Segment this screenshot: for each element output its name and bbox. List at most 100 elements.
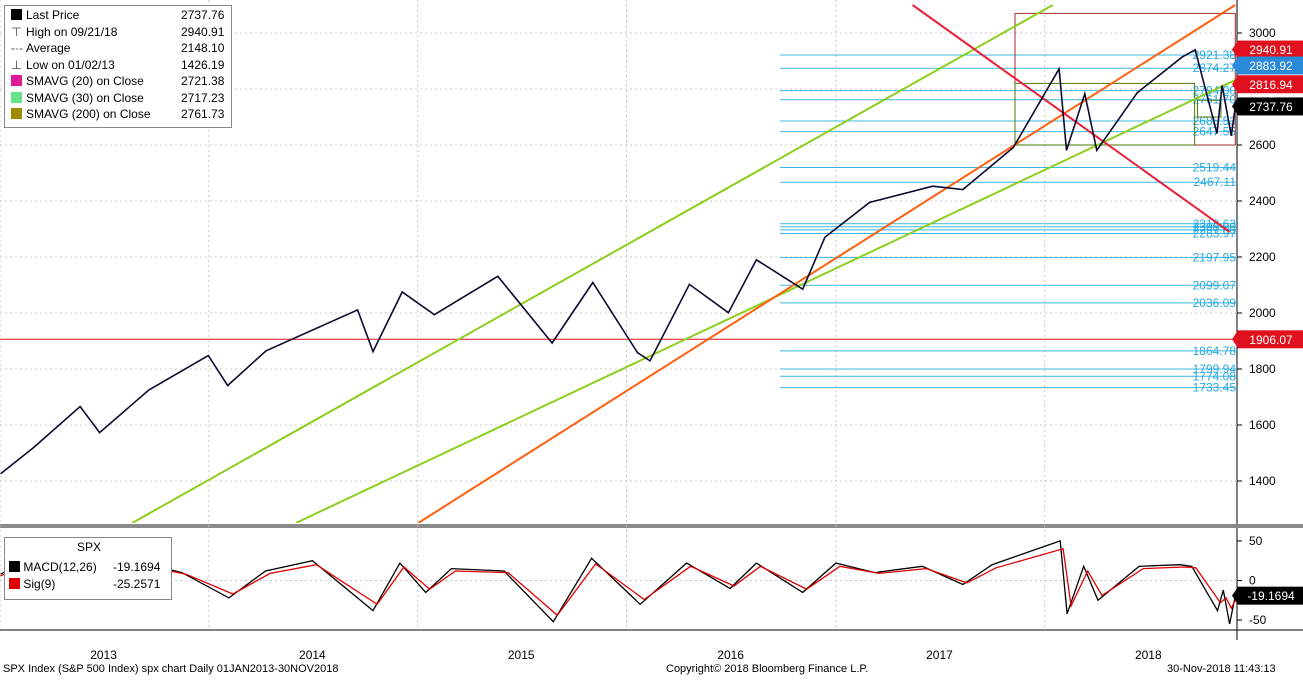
trend-line — [131, 4, 1054, 523]
macd-y-tick-label: 0 — [1249, 574, 1256, 588]
legend-value: 2148.10 — [181, 41, 225, 55]
legend-label: Average — [26, 41, 71, 55]
x-tick-label: 2016 — [717, 648, 744, 662]
level-label: 2874.27 — [1193, 61, 1237, 75]
level-label: 2036.09 — [1193, 296, 1237, 310]
footer-center: Copyright© 2018 Bloomberg Finance L.P. — [666, 663, 869, 675]
level-label: 1799.94 — [1193, 362, 1237, 376]
price-tag-pointer — [1232, 75, 1238, 94]
legend-swatch — [11, 75, 22, 86]
price-tag-bg — [1238, 56, 1303, 75]
resistance-tag: 1906.07 — [1249, 333, 1293, 347]
trend-line — [417, 4, 1236, 523]
price-tag-bg — [1238, 97, 1303, 116]
level-label: 2467.11 — [1194, 175, 1237, 189]
y-tick-label: 1800 — [1249, 362, 1276, 376]
x-tick-label: 2014 — [299, 648, 326, 662]
sig-value: -25.2571 — [113, 577, 161, 591]
trend-line — [295, 79, 1236, 523]
level-label: 2647.55 — [1193, 125, 1237, 139]
legend-row-3: ⊥ Low on 01/02/13 1426.19 — [11, 57, 224, 73]
legend-swatch — [11, 9, 22, 20]
legend-label: SMAVG (200) on Close — [26, 107, 151, 121]
legend-row-1: ⊤ High on 09/21/18 2940.91 — [11, 24, 224, 40]
level-label: 1864.78 — [1193, 344, 1237, 358]
macd-swatch — [9, 561, 20, 572]
macd-y-tick-label: 50 — [1249, 534, 1263, 548]
y-tick-label: 3000 — [1249, 26, 1276, 40]
legend-swatch — [11, 91, 22, 103]
y-tick-label: 2000 — [1249, 306, 1276, 320]
legend-label: SMAVG (20) on Close — [26, 74, 144, 88]
level-label: 2519.44 — [1193, 161, 1237, 175]
legend-label: High on 09/21/18 — [26, 24, 118, 39]
legend-row-4: SMAVG (20) on Close 2721.38 — [11, 73, 224, 89]
panel-divider — [0, 524, 1303, 528]
price-tag: 2816.94 — [1249, 78, 1293, 92]
price-tag-bg — [1238, 75, 1303, 94]
legend-value: 2721.38 — [181, 74, 225, 88]
price-tag-bg — [1238, 40, 1303, 59]
x-tick-label: 2015 — [508, 648, 535, 662]
y-tick-label: 1400 — [1249, 474, 1276, 488]
level-label: 1733.45 — [1193, 381, 1237, 395]
legend-row-0: Last Price 2737.76 — [11, 7, 224, 23]
price-tag: 2940.91 — [1249, 43, 1293, 57]
legend-glyph-icon: ⊤ — [11, 24, 22, 39]
level-label: 2197.95 — [1193, 251, 1237, 265]
resistance-tag-bg — [1238, 330, 1303, 349]
legend-glyph-icon: ⊥ — [11, 57, 22, 72]
price-tag-pointer — [1232, 56, 1238, 75]
legend-value: 2940.91 — [181, 24, 225, 39]
price-tag: 2737.76 — [1249, 100, 1293, 114]
x-tick-label: 2018 — [1135, 648, 1162, 662]
level-label: 2099.07 — [1193, 278, 1237, 292]
macd-legend-title: SPX — [77, 540, 102, 554]
legend-swatch — [11, 108, 22, 119]
footer-left: SPX Index (S&P 500 Index) spx chart Dail… — [3, 663, 339, 675]
y-tick-label: 2400 — [1249, 194, 1276, 208]
sig-label: Sig(9) — [23, 577, 56, 591]
x-tick-label: 2013 — [90, 648, 117, 662]
legend-value: 2737.76 — [181, 8, 225, 22]
macd-legend-row-sig: Sig(9) — [9, 577, 55, 591]
legend-value: 2761.73 — [181, 107, 225, 121]
legend-row-2: -·- Average 2148.10 — [11, 40, 224, 56]
price-tag-pointer — [1232, 40, 1238, 59]
zone-rectangle — [1014, 82, 1196, 146]
y-tick-label: 2600 — [1249, 138, 1276, 152]
macd-value: -19.1694 — [113, 560, 161, 574]
price-legend: Last Price 2737.76 ⊤ High on 09/21/18 2940.9… — [4, 5, 232, 128]
level-label: 2921.38 — [1193, 48, 1237, 62]
legend-value: 2717.23 — [181, 90, 225, 105]
legend-label: Last Price — [26, 8, 80, 22]
trend-line — [912, 4, 1231, 233]
legend-value: 1426.19 — [181, 57, 225, 72]
macd-tag: -19.1694 — [1247, 589, 1295, 603]
macd-label: MACD(12,26) — [23, 560, 97, 574]
macd-series-line — [0, 547, 1236, 617]
x-tick-label: 2017 — [926, 648, 953, 662]
zone-rectangle — [1197, 99, 1222, 118]
y-tick-label: 1600 — [1249, 418, 1276, 432]
price-tag: 2883.92 — [1249, 59, 1293, 73]
macd-tag-bg — [1238, 586, 1303, 605]
sig-swatch — [9, 578, 20, 589]
price-line — [0, 48, 1237, 475]
resistance-tag-pointer — [1232, 330, 1238, 349]
macd-legend: SPX MACD(12,26) -19.1694 Sig(9) -25.2571 — [4, 537, 172, 600]
legend-row-6: SMAVG (200) on Close 2761.73 — [11, 106, 224, 122]
level-label: 1774.08 — [1193, 369, 1237, 383]
legend-label: Low on 01/02/13 — [26, 57, 115, 72]
macd-series-line — [0, 540, 1236, 625]
macd-y-tick-label: -50 — [1249, 613, 1267, 627]
legend-label: SMAVG (30) on Close — [26, 90, 144, 105]
price-tag-pointer — [1232, 97, 1238, 116]
y-tick-label: 2200 — [1249, 250, 1276, 264]
level-label: 2283.97 — [1193, 226, 1237, 240]
macd-tag-pointer — [1232, 586, 1238, 605]
legend-row-5: SMAVG (30) on Close 2717.23 — [11, 90, 224, 106]
level-label: 2318.63 — [1193, 217, 1237, 231]
legend-glyph-icon: -·- — [11, 41, 23, 55]
footer-right: 30-Nov-2018 11:43:13 — [1167, 663, 1276, 675]
